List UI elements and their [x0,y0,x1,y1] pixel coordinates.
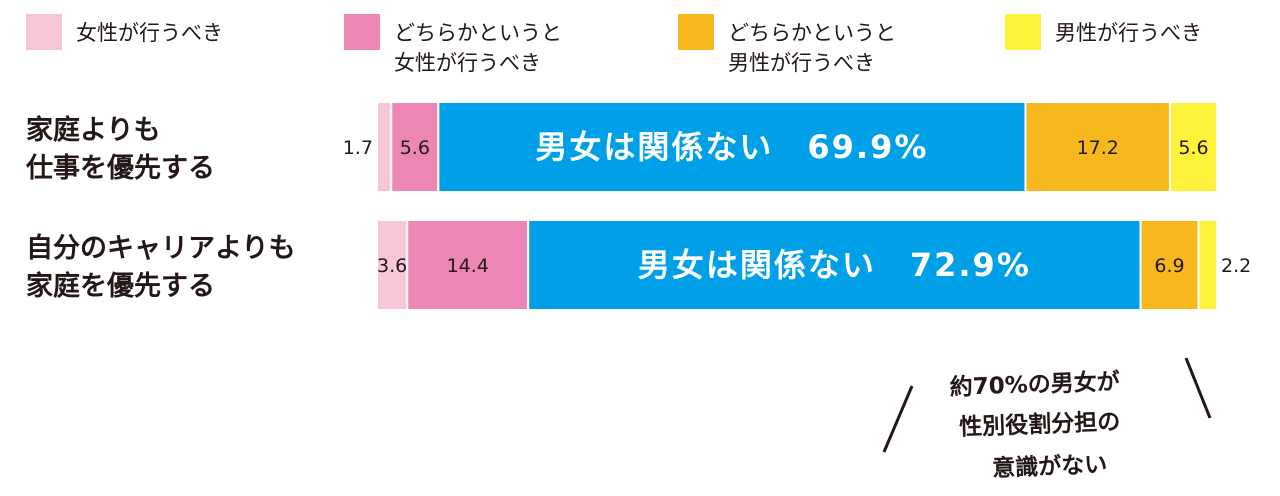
bar-segment-rather_male [1024,101,1171,193]
legend-swatch-rather_male [678,14,714,50]
data-label-male: 5.6 [1178,137,1208,159]
category-label: 仕事を優先する [25,153,215,184]
data-label-rather_male: 17.2 [1077,137,1119,159]
data-label-neutral: 男女は関係ない 69.9% [535,128,928,166]
data-label-rather_female: 5.6 [400,137,430,159]
bar-segment-rather_male [1139,219,1200,311]
annotation-line-3: 意識がない [992,451,1108,482]
bar-segment-neutral [527,219,1142,311]
data-label-neutral: 男女は関係ない 72.9% [638,246,1031,284]
data-label-female: 3.6 [377,255,407,277]
category-label: 家庭よりも [26,114,160,146]
category-label: 自分のキャリアよりも [26,232,295,264]
legend-label-rather_female: 女性が行うべき [394,51,541,75]
legend-swatch-rather_female [344,14,380,50]
legend: 女性が行うべき どちらかというと女性が行うべきどちらかというと男性が行うべき男性が… [26,14,1202,75]
legend-label-male: 男性が行うべき [1055,21,1202,45]
bar-segment-rather_female [406,219,530,311]
data-label-female: 1.7 [343,137,373,159]
annotation-line-2: 性別役割分担の [959,408,1121,441]
bar-segment-neutral [437,101,1027,193]
annotation-slash-right [1184,357,1212,419]
legend-swatch-female [26,14,62,50]
bar-segment-rather_female [390,101,440,193]
bar-segment-female [376,101,393,193]
legend-label-rather_female: どちらかというと [394,21,562,45]
annotation-line-1: 約70%の男女が [949,368,1120,401]
data-label-rather_female: 14.4 [447,255,489,277]
legend-label-rather_male: 男性が行うべき [728,51,875,75]
legend-label-rather_male: どちらかというと [728,21,896,45]
annotation: 約70%の男女が 性別役割分担の 意識がない [882,357,1212,482]
annotation-slash-left [882,385,914,453]
bar-segment-male [1197,219,1219,311]
legend-swatch-male [1005,14,1041,50]
category-label: 家庭を優先する [26,270,215,302]
data-label-rather_male: 6.9 [1154,255,1184,277]
legend-label-female: 女性が行うべき [76,21,223,45]
data-label-male: 2.2 [1221,255,1251,277]
bar-segment-female [376,219,409,311]
bar-segment-male [1168,101,1218,193]
